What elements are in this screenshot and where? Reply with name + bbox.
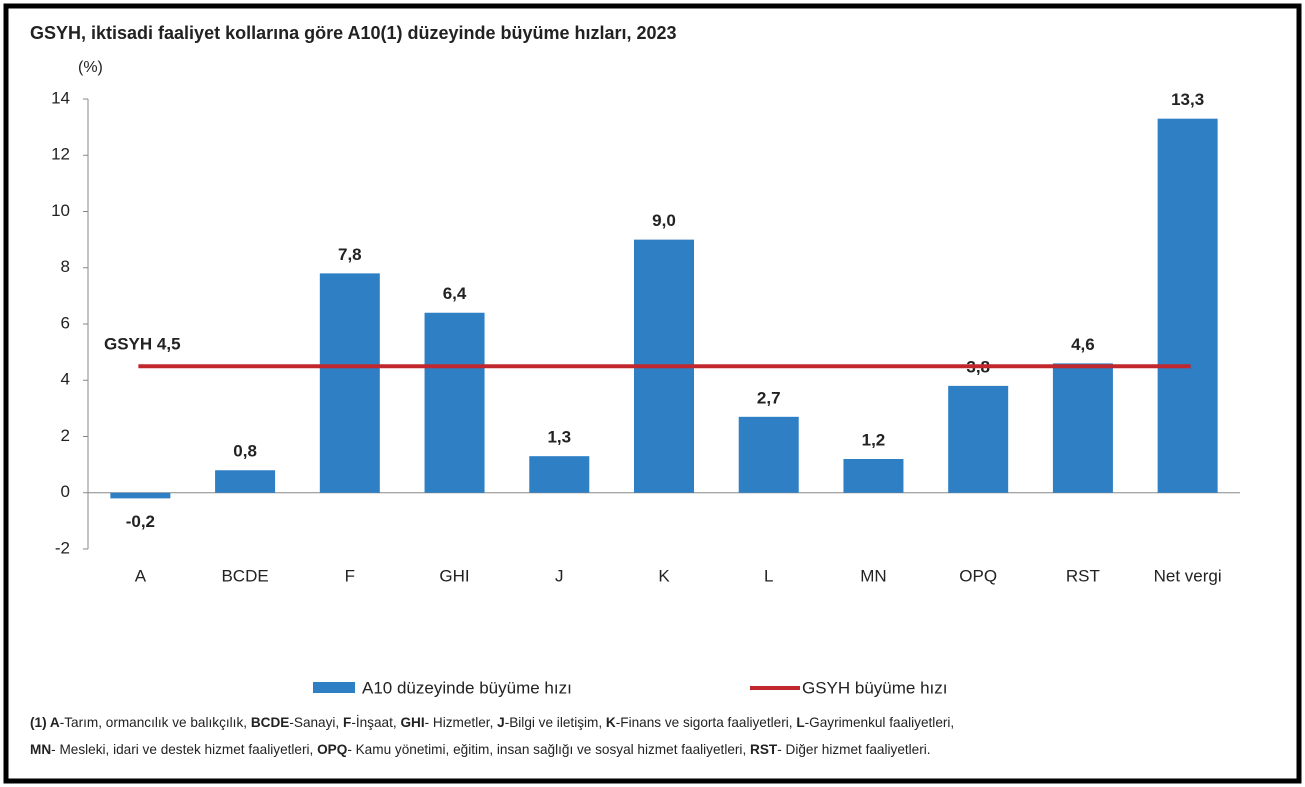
x-tick-label: BCDE [221,566,268,585]
footnote-key: MN [30,742,51,757]
x-tick-label: J [555,566,564,585]
footnote-text: -Bilgi ve iletişim, [505,715,606,730]
footnote-text: -Sanayi, [289,715,343,730]
footnote-text: - Kamu yönetimi, eğitim, insan sağlığı v… [347,742,750,757]
value-label: -0,2 [126,512,155,531]
y-tick-label: 10 [51,201,70,220]
value-label: 4,6 [1071,335,1095,354]
chart-title: GSYH, iktisadi faaliyet kollarına göre A… [30,23,677,43]
value-label: 2,7 [757,388,781,407]
footnote: MN- Mesleki, idari ve destek hizmet faal… [30,742,931,757]
x-tick-label: GHI [439,566,469,585]
x-tick-label: MN [860,566,886,585]
bar [319,273,380,493]
footnote-key: OPQ [317,742,347,757]
bar [843,459,904,493]
x-tick-label: Net vergi [1154,566,1222,585]
gsyh-label: GSYH 4,5 [104,335,181,354]
bar [110,492,171,499]
bar [948,385,1009,493]
footnote-text: -İnşaat, [351,715,400,730]
footnote-text: - Hizmetler, [425,715,498,730]
footnote-key: GHI [400,715,424,730]
x-tick-label: A [135,566,147,585]
footnote-key: J [497,715,505,730]
legend-swatch [313,682,355,693]
x-tick-label: OPQ [959,566,997,585]
y-axis-label: (%) [78,59,103,76]
x-tick-label: F [345,566,355,585]
value-label: 1,2 [862,430,886,449]
y-tick-label: 0 [61,482,70,501]
footnote-key: RST [750,742,778,757]
value-label: 13,3 [1171,90,1204,109]
x-tick-label: L [764,566,773,585]
bar [424,312,485,493]
bar [1052,363,1113,493]
footnote-text: -Gayrimenkul faaliyetleri, [805,715,955,730]
footnote: (1) A-Tarım, ormancılık ve balıkçılık, B… [30,715,954,730]
value-label: 1,3 [547,428,571,447]
footnote-key: K [606,715,616,730]
y-tick-label: 2 [61,426,70,445]
x-tick-label: K [658,566,670,585]
y-tick-label: 6 [61,313,70,332]
value-label: 0,8 [233,442,257,461]
value-label: 7,8 [338,245,362,264]
value-label: 6,4 [443,284,467,303]
y-tick-label: 4 [61,370,70,389]
value-label: 9,0 [652,211,676,230]
footnote-text: - Diğer hizmet faaliyetleri. [777,742,930,757]
y-tick-label: 12 [51,145,70,164]
legend-label: GSYH büyüme hızı [802,678,948,697]
legend-label: A10 düzeyinde büyüme hızı [362,678,572,697]
footnote-text: -Tarım, ormancılık ve balıkçılık, [60,715,251,730]
y-tick-label: -2 [55,538,70,557]
footnote-key: BCDE [251,715,290,730]
bar [215,470,276,493]
x-tick-label: RST [1066,566,1100,585]
y-tick-label: 14 [51,88,70,107]
bar [529,456,590,493]
bar [1157,118,1218,493]
footnote-key: F [343,715,351,730]
footnote-key: L [796,715,804,730]
footnote-key: (1) A [30,715,60,730]
footnote-text: -Finans ve sigorta faaliyetleri, [616,715,797,730]
y-tick-label: 8 [61,257,70,276]
bar [738,416,799,493]
footnote-text: - Mesleki, idari ve destek hizmet faaliy… [51,742,317,757]
